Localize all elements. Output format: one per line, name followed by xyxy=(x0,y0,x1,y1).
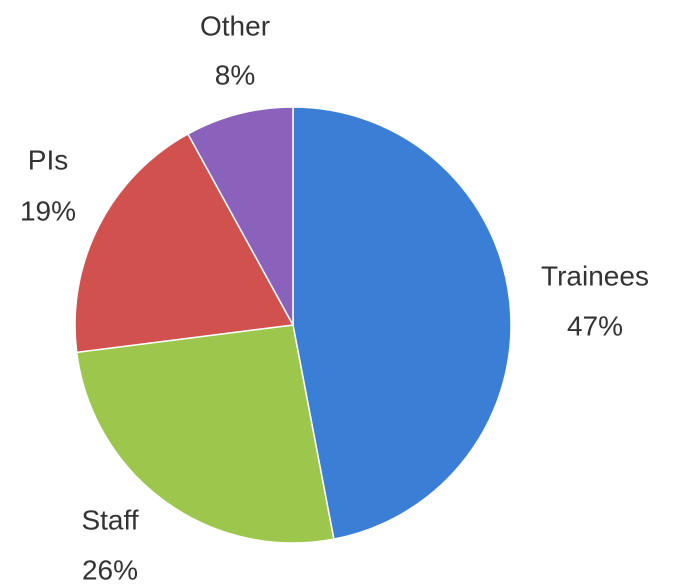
slice-value-label: 47% xyxy=(567,310,623,341)
slice-label: Staff xyxy=(81,504,138,535)
pie-slice xyxy=(292,106,512,541)
slice-value-label: 8% xyxy=(215,59,255,90)
pie-slice xyxy=(75,324,335,544)
slice-label: Trainees xyxy=(541,260,649,291)
pie-slice xyxy=(186,106,294,326)
slice-value-label: 19% xyxy=(20,195,76,226)
slice-value-label: 26% xyxy=(82,554,138,585)
slice-label: Other xyxy=(200,10,270,41)
pie-slice xyxy=(74,132,295,354)
slice-label: PIs xyxy=(28,144,68,175)
